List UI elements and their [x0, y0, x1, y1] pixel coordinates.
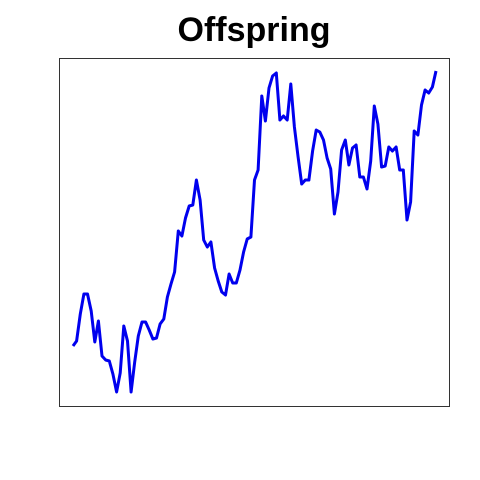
plot-frame: [59, 58, 450, 407]
data-line: [71, 70, 438, 394]
chart-title: Offspring: [178, 11, 331, 49]
